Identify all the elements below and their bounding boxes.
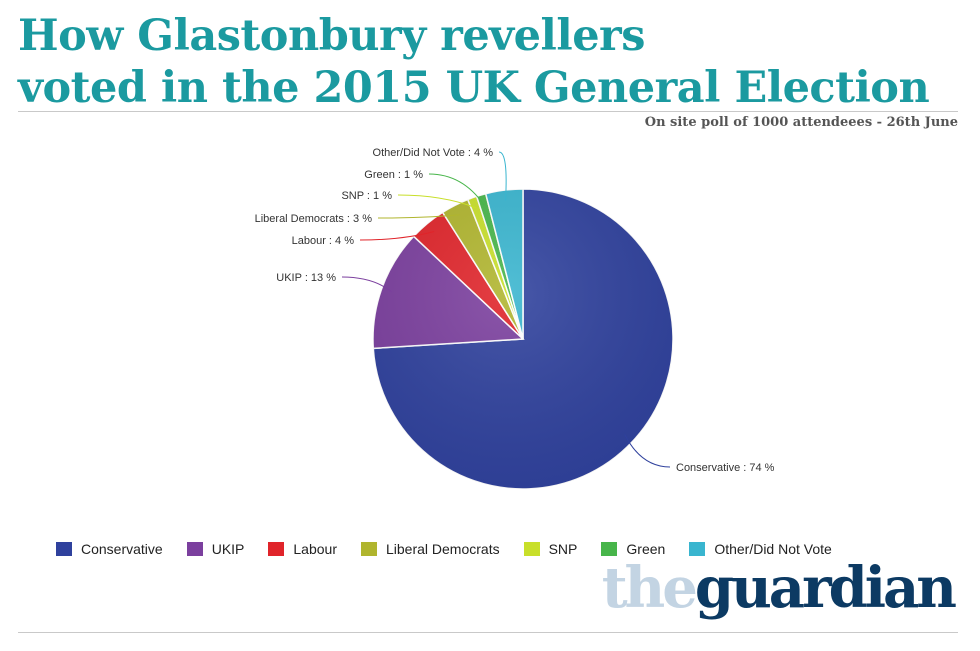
legend-label: Conservative [81,541,163,557]
data-label-other-did-not-vote: Other/Did Not Vote : 4 % [373,147,494,159]
guardian-logo: theguardian [601,555,957,621]
data-label-labour: Labour : 4 % [292,235,355,247]
pie-chart: Conservative : 74 % UKIP : 13 % Labour : 4… [255,147,775,490]
callout-line-conservative [624,434,671,468]
legend-swatch [601,542,618,556]
legend-item-labour[interactable]: Labour [268,541,337,557]
callout-line-ukip [341,276,393,293]
legend-item-green[interactable]: Green [601,541,665,557]
legend-label: SNP [548,541,578,557]
data-label-green: Green : 1 % [364,169,423,181]
callout-line-liberal-democrats [377,214,460,219]
legend-label: Green [626,541,666,557]
legend-swatch [56,542,72,556]
legend-swatch [268,542,285,556]
legend-item-snp[interactable]: SNP [523,541,578,557]
callout-line-other-did-not-vote [498,151,507,201]
footer-divider [18,632,958,633]
callout-line-labour [359,231,435,241]
callout-line-snp [397,194,476,209]
title-line-2: voted in the 2015 UK General Election [18,63,930,113]
legend-label: Liberal Democrats [385,541,500,557]
legend-swatch [523,542,540,556]
legend-swatch [186,542,203,556]
data-label-liberal-democrats: Liberal Democrats : 3 % [255,213,373,225]
legend-label: UKIP [211,541,245,557]
legend-item-conservative[interactable]: Conservative [56,541,163,557]
legend-label: Labour [293,541,337,557]
legend-swatch [689,542,706,556]
data-label-ukip: UKIP : 13 % [276,272,336,284]
pie-callouts: Conservative : 74 % UKIP : 13 % Labour : 4… [255,147,775,474]
pie-slices [372,188,674,490]
title-line-1: How Glastonbury revellers [18,11,645,61]
legend-label: Other/Did Not Vote [714,541,832,557]
legend-item-liberal-democrats[interactable]: Liberal Democrats [360,541,500,557]
data-label-conservative: Conservative : 74 % [676,462,775,474]
legend-swatch [360,542,377,556]
chart-subtitle: On site poll of 1000 attendeees - 26th J… [644,115,958,130]
legend-item-ukip[interactable]: UKIP [186,541,245,557]
callout-line-green [428,173,485,206]
chart-title: How Glastonbury revellers voted in the 2… [18,10,968,114]
legend-item-other-did-not-vote[interactable]: Other/Did Not Vote [689,541,832,557]
data-label-snp: SNP : 1 % [341,190,392,202]
title-divider [18,111,958,112]
chart-legend: Conservative UKIP Labour Liberal Democrats S… [56,539,832,559]
